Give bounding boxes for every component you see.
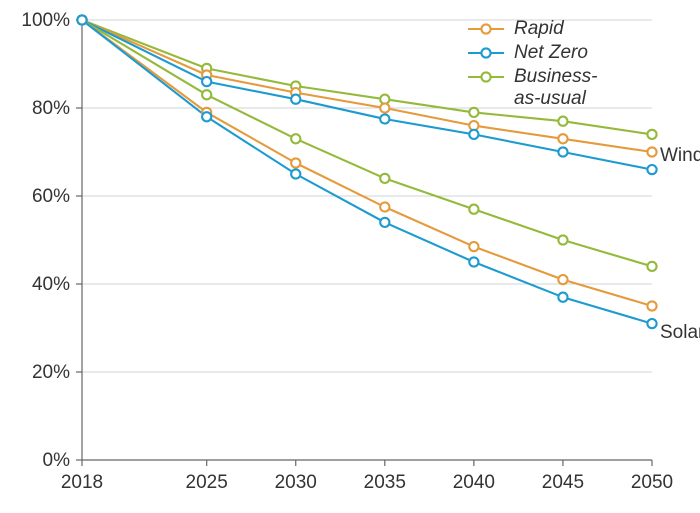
series-marker-solar_netzero (291, 169, 300, 178)
series-marker-solar_bau (469, 205, 478, 214)
legend-swatch (468, 69, 504, 85)
series-marker-wind_bau (558, 117, 567, 126)
series-marker-wind_rapid (558, 134, 567, 143)
series-marker-solar_bau (647, 262, 656, 271)
series-marker-solar_rapid (291, 158, 300, 167)
series-marker-solar_rapid (647, 301, 656, 310)
series-marker-wind_netzero (558, 147, 567, 156)
series-marker-solar_rapid (380, 202, 389, 211)
y-tick-label: 100% (21, 10, 70, 31)
legend-swatch (468, 45, 504, 61)
series-marker-solar_netzero (558, 293, 567, 302)
series-marker-solar_rapid (469, 242, 478, 251)
legend-item: Rapid (468, 18, 597, 40)
series-marker-solar_rapid (558, 275, 567, 284)
series-marker-solar_netzero (202, 112, 211, 121)
x-tick-label: 2025 (186, 472, 228, 493)
series-marker-wind_netzero (469, 130, 478, 139)
legend: RapidNet ZeroBusiness- as-usual (468, 18, 597, 111)
series-group-label-solar: Solar (660, 322, 700, 344)
series-marker-solar_bau (202, 90, 211, 99)
y-tick-label: 80% (32, 98, 70, 119)
x-tick-label: 2045 (542, 472, 584, 493)
series-marker-wind_netzero (202, 77, 211, 86)
y-tick-label: 40% (32, 274, 70, 295)
x-tick-label: 2050 (631, 472, 673, 493)
series-marker-wind_rapid (647, 147, 656, 156)
x-tick-label: 2035 (364, 472, 406, 493)
series-marker-wind_rapid (380, 103, 389, 112)
series-marker-solar_bau (380, 174, 389, 183)
series-marker-solar_netzero (469, 257, 478, 266)
legend-swatch (468, 21, 504, 37)
x-tick-label: 2030 (275, 472, 317, 493)
legend-label: Rapid (514, 18, 564, 40)
legend-label: Business- as-usual (514, 66, 597, 110)
series-marker-solar_netzero (77, 15, 86, 24)
series-marker-wind_netzero (291, 95, 300, 104)
y-tick-label: 0% (43, 450, 71, 471)
y-tick-label: 60% (32, 186, 70, 207)
series-group-label-wind: Wind (660, 145, 700, 167)
series-marker-solar_bau (291, 134, 300, 143)
series-marker-wind_netzero (647, 165, 656, 174)
series-marker-solar_bau (558, 235, 567, 244)
series-marker-wind_netzero (380, 114, 389, 123)
legend-item: Net Zero (468, 42, 597, 64)
legend-item: Business- as-usual (468, 66, 597, 110)
series-marker-wind_bau (647, 130, 656, 139)
legend-label: Net Zero (514, 42, 588, 64)
series-marker-solar_netzero (380, 218, 389, 227)
y-tick-label: 20% (32, 362, 70, 383)
series-marker-solar_netzero (647, 319, 656, 328)
x-tick-label: 2018 (61, 472, 103, 493)
x-tick-label: 2040 (453, 472, 495, 493)
